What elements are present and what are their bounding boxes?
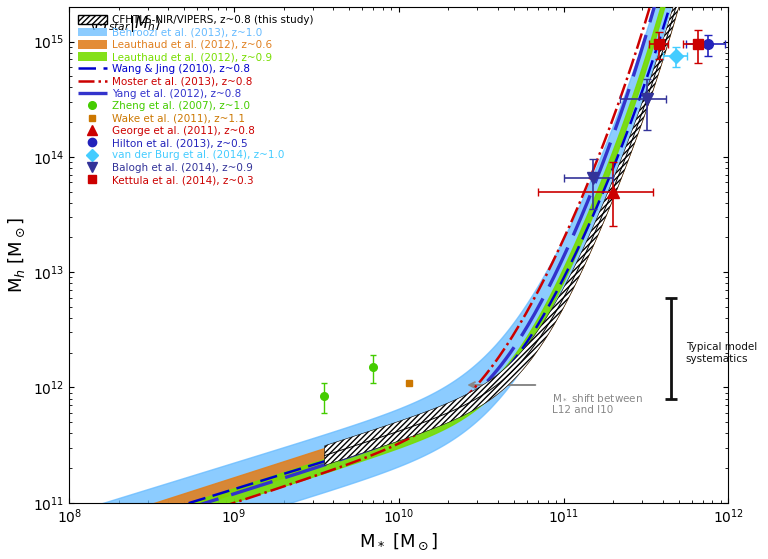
Legend: CFHTLS-NIR/VIPERS, z~0.8 (this study), Behroozi et al. (2013), z~1.0, Leauthaud : CFHTLS-NIR/VIPERS, z~0.8 (this study), B… (74, 12, 316, 188)
Text: $\langle M_{star}|M_h\rangle$: $\langle M_{star}|M_h\rangle$ (89, 15, 161, 35)
X-axis label: M$_*$ [M$_\odot$]: M$_*$ [M$_\odot$] (359, 532, 439, 552)
Y-axis label: M$_h$ [M$_\odot$]: M$_h$ [M$_\odot$] (7, 217, 27, 293)
Text: Typical model
systematics: Typical model systematics (686, 342, 757, 363)
Text: M$_*$ shift between
L12 and I10: M$_*$ shift between L12 and I10 (552, 393, 643, 415)
